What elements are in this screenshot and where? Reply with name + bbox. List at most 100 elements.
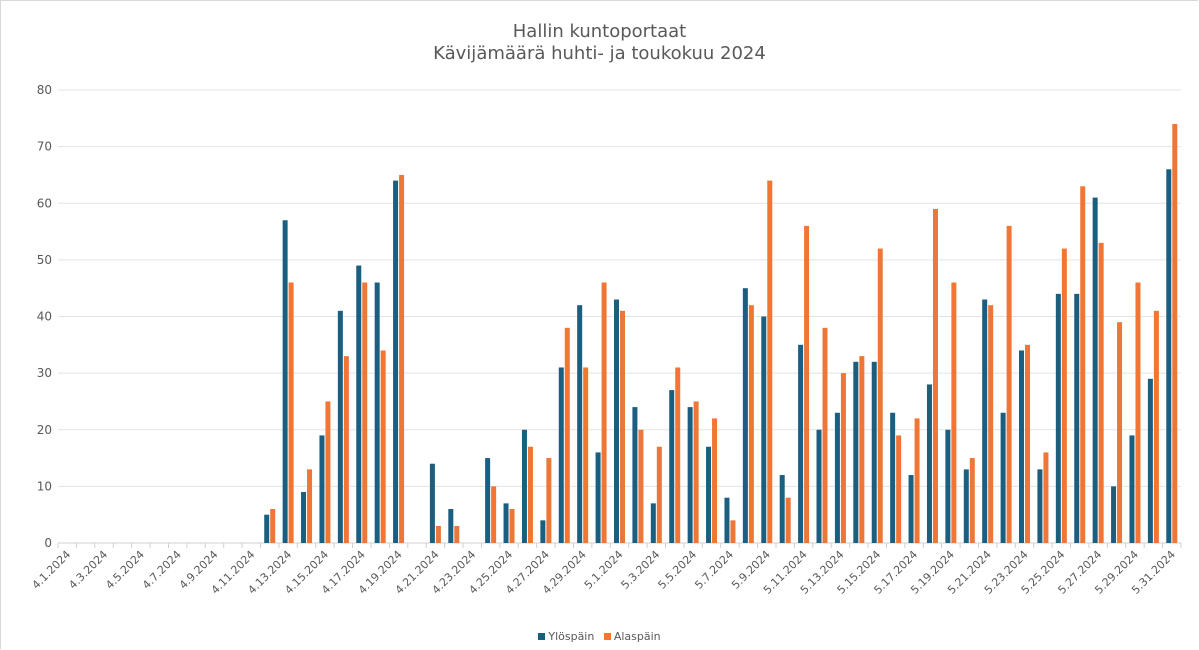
bar-ylospain [301,492,307,543]
bar-ylospain [706,446,712,543]
x-tick-label: 5.3.2024 [619,548,663,592]
bar-alaspain [362,282,368,543]
bar-alaspain [527,446,533,543]
bar-ylospain [871,361,877,543]
legend-label-alaspain: Alaspäin [613,630,661,643]
bar-ylospain [1092,197,1098,543]
bar-alaspain [491,486,497,543]
bar-alaspain [380,350,386,543]
y-tick-label: 30 [37,366,52,380]
bar-alaspain [951,282,957,543]
bar-ylospain [963,469,969,543]
bar-ylospain [503,503,509,543]
bar-ylospain [816,429,822,543]
bar-ylospain [982,299,988,543]
bar-ylospain [926,384,932,543]
bar-ylospain [1019,350,1025,543]
bar-ylospain [650,503,656,543]
bar-alaspain [307,469,313,543]
bar-alaspain [1172,123,1178,543]
bar-ylospain [282,220,288,544]
bar-alaspain [325,401,331,543]
bar-alaspain [932,208,938,543]
bar-ylospain [1000,412,1006,543]
chart-title: Hallin kuntoportaat [512,21,687,42]
bar-alaspain [1006,225,1012,543]
bar-ylospain [853,361,859,543]
bar-ylospain [834,412,840,543]
bar-ylospain [1111,486,1117,543]
bar-alaspain [748,305,754,543]
bar-alaspain [877,248,883,544]
bar-ylospain [669,390,675,543]
bar-alaspain [1025,344,1031,543]
bar-ylospain [356,265,362,543]
bar-ylospain [945,429,951,543]
bar-ylospain [429,463,435,543]
bar-alaspain [270,509,276,543]
y-tick-label: 40 [37,310,52,324]
bar-ylospain [761,316,767,543]
x-tick-label: 4.7.2024 [140,548,184,592]
bar-alaspain [509,509,515,543]
bar-ylospain [448,509,454,543]
bar-alaspain [454,526,460,543]
bar-ylospain [264,514,270,543]
bar-alaspain [1098,242,1104,543]
bar-alaspain [601,282,607,543]
bar-ylospain [1166,169,1172,543]
bar-ylospain [908,475,914,543]
y-tick-label: 50 [37,253,52,267]
legend-swatch-alaspain [603,633,611,640]
bar-alaspain [546,458,552,543]
bar-alaspain [675,367,681,543]
y-tick-label: 70 [37,140,52,154]
chart-legend: Ylöspäin Alaspäin [0,630,1199,643]
bar-ylospain [1129,435,1135,543]
bar-ylospain [687,407,693,543]
bar-alaspain [620,310,625,543]
bar-ylospain [1037,469,1043,543]
x-tick-label: 4.5.2024 [103,548,147,592]
bar-alaspain [988,305,994,543]
bar-ylospain [337,310,343,543]
bar-alaspain [1135,282,1141,543]
bar-alaspain [712,418,718,543]
legend-item-alaspain: Alaspäin [603,630,661,643]
legend-item-ylospain: Ylöspäin [538,630,594,643]
x-tick-label: 5.1.2024 [582,548,626,592]
legend-label-ylospain: Ylöspäin [548,630,595,643]
bar-alaspain [1043,452,1049,543]
bar-ylospain [1074,293,1080,543]
bar-alaspain [656,446,662,543]
bar-ylospain [393,180,399,543]
x-tick-label: 4.3.2024 [66,548,110,592]
bar-alaspain [822,327,828,543]
bar-ylospain [742,288,748,543]
bar-alaspain [730,520,736,543]
bar-alaspain [804,225,810,543]
bar-ylospain [577,305,583,543]
bar-ylospain [1147,378,1153,543]
x-tick-label: 5.5.2024 [655,548,699,592]
bar-ylospain [1055,293,1061,543]
bar-ylospain [319,435,325,543]
bar-alaspain [1080,186,1086,543]
bar-alaspain [969,458,975,543]
y-tick-label: 10 [37,479,52,493]
bar-alaspain [840,373,846,543]
bar-alaspain [896,435,902,543]
bar-alaspain [288,282,294,543]
bar-ylospain [614,299,619,543]
bar-alaspain [1117,322,1123,543]
bar-ylospain [724,497,730,543]
bar-alaspain [343,356,349,543]
bar-alaspain [914,418,920,543]
y-tick-label: 0 [44,536,52,550]
chart-subtitle: Kävijämäärä huhti- ja toukokuu 2024 [433,43,766,64]
bar-alaspain [1153,310,1159,543]
bar-ylospain [779,475,785,543]
bar-ylospain [558,367,564,543]
